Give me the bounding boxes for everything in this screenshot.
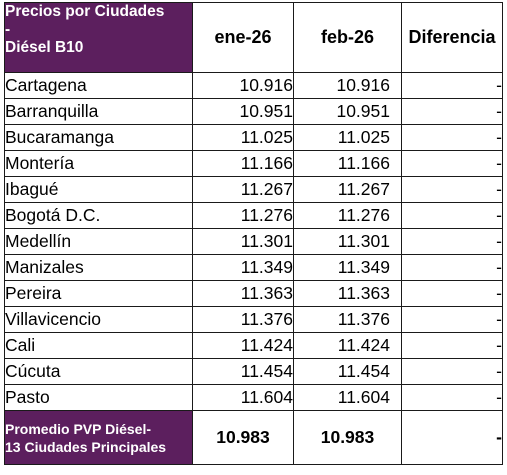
city-cell: Manizales <box>4 254 193 281</box>
table-row: Bogotá D.C. 11.276 11.276- <box>4 202 503 229</box>
feb-price-cell: 11.301 <box>293 228 402 255</box>
table-row: Ibagué 11.267 11.267- <box>4 176 503 203</box>
feb-price-cell: 11.166 <box>293 150 402 177</box>
average-label-line-1: Promedio PVP Diésel- <box>5 420 152 437</box>
table-row: Manizales 11.349 11.349- <box>4 254 503 281</box>
diff-column-header: Diferencia <box>401 2 503 73</box>
diff-cell: - <box>401 176 503 203</box>
city-cell: Barranquilla <box>4 98 193 125</box>
city-cell: Cúcuta <box>4 358 193 385</box>
diff-cell: - <box>401 202 503 229</box>
header-title-line-1: Precios por Ciudades <box>5 3 165 20</box>
city-cell: Pereira <box>4 280 193 307</box>
average-diff-value: - <box>401 410 503 465</box>
feb-price-cell: 11.424 <box>293 332 402 359</box>
diff-cell: - <box>401 280 503 307</box>
jan-column-header: ene-26 <box>192 2 294 73</box>
diff-cell: - <box>401 358 503 385</box>
diff-cell: - <box>401 254 503 281</box>
city-cell: Ibagué <box>4 176 193 203</box>
feb-price-cell: 11.276 <box>293 202 402 229</box>
jan-price-cell: 11.267 <box>192 176 294 203</box>
jan-price-cell: 11.025 <box>192 124 294 151</box>
diff-cell: - <box>401 384 503 411</box>
diff-cell: - <box>401 228 503 255</box>
jan-price-cell: 11.349 <box>192 254 294 281</box>
feb-price-cell: 11.025 <box>293 124 402 151</box>
city-cell: Cartagena <box>4 72 193 99</box>
jan-price-cell: 11.376 <box>192 306 294 333</box>
jan-price-cell: 11.604 <box>192 384 294 411</box>
table-row: Cali 11.424 11.424- <box>4 332 503 359</box>
diff-cell: - <box>401 124 503 151</box>
average-feb-value: 10.983 <box>293 410 402 465</box>
diff-cell: - <box>401 150 503 177</box>
diff-cell: - <box>401 72 503 99</box>
table-row: Pereira 11.363 11.363- <box>4 280 503 307</box>
diff-cell: - <box>401 332 503 359</box>
diesel-price-table: Precios por Ciudades - Diésel B10 ene-26… <box>4 2 503 465</box>
city-column-header: Precios por Ciudades - Diésel B10 <box>4 2 193 73</box>
table-row: Pasto 11.604 11.604- <box>4 384 503 411</box>
jan-price-cell: 11.276 <box>192 202 294 229</box>
jan-price-cell: 11.454 <box>192 358 294 385</box>
city-cell: Medellín <box>4 228 193 255</box>
jan-price-cell: 10.951 <box>192 98 294 125</box>
diff-cell: - <box>401 306 503 333</box>
jan-price-cell: 11.424 <box>192 332 294 359</box>
jan-price-cell: 11.166 <box>192 150 294 177</box>
average-label: Promedio PVP Diésel- 13 Ciudades Princip… <box>4 410 193 465</box>
city-rows: Cartagena 10.916 10.916- Barranquilla 10.951… <box>4 72 503 411</box>
average-label-line-2: 13 Ciudades Principales <box>5 438 167 455</box>
jan-price-cell: 10.916 <box>192 72 294 99</box>
city-cell: Pasto <box>4 384 193 411</box>
feb-price-cell: 11.349 <box>293 254 402 281</box>
header-title-line-3: Diésel B10 <box>5 39 84 56</box>
feb-price-cell: 11.376 <box>293 306 402 333</box>
city-cell: Cali <box>4 332 193 359</box>
feb-price-cell: 10.951 <box>293 98 402 125</box>
feb-price-cell: 10.916 <box>293 72 402 99</box>
table-row: Montería 11.166 11.166- <box>4 150 503 177</box>
feb-price-cell: 11.363 <box>293 280 402 307</box>
average-row: Promedio PVP Diésel- 13 Ciudades Princip… <box>4 410 503 465</box>
table-row: Cartagena 10.916 10.916- <box>4 72 503 99</box>
table-row: Medellín 11.301 11.301- <box>4 228 503 255</box>
city-cell: Bucaramanga <box>4 124 193 151</box>
table-row: Cúcuta 11.454 11.454- <box>4 358 503 385</box>
table-row: Villavicencio 11.376 11.376- <box>4 306 503 333</box>
city-cell: Bogotá D.C. <box>4 202 193 229</box>
diff-cell: - <box>401 98 503 125</box>
average-jan-value: 10.983 <box>192 410 294 465</box>
jan-price-cell: 11.363 <box>192 280 294 307</box>
table-row: Bucaramanga 11.025 11.025- <box>4 124 503 151</box>
header-title-line-2: - <box>5 21 11 38</box>
feb-price-cell: 11.267 <box>293 176 402 203</box>
city-cell: Villavicencio <box>4 306 193 333</box>
feb-column-header: feb-26 <box>293 2 402 73</box>
feb-price-cell: 11.604 <box>293 384 402 411</box>
header-row: Precios por Ciudades - Diésel B10 ene-26… <box>4 2 503 73</box>
city-cell: Montería <box>4 150 193 177</box>
feb-price-cell: 11.454 <box>293 358 402 385</box>
jan-price-cell: 11.301 <box>192 228 294 255</box>
table-row: Barranquilla 10.951 10.951- <box>4 98 503 125</box>
